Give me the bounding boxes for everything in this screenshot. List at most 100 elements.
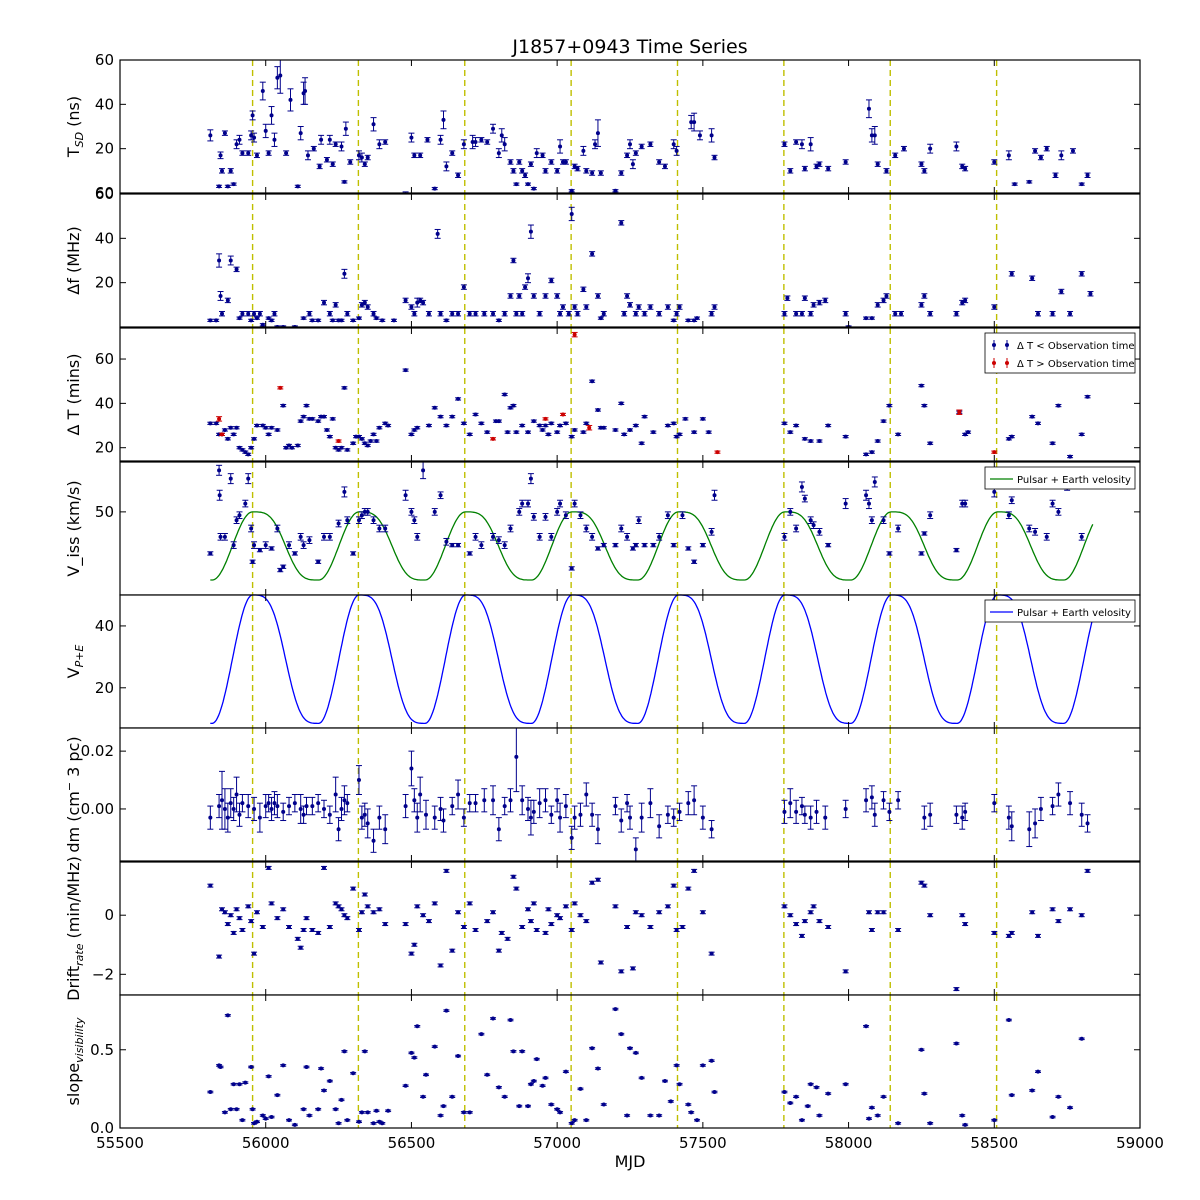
data-point xyxy=(222,1110,227,1115)
data-marker xyxy=(577,913,584,918)
data-point xyxy=(499,930,504,935)
data-point xyxy=(922,1091,927,1096)
data-marker xyxy=(385,1108,392,1113)
data-marker xyxy=(227,473,234,485)
y-tick-label: 40 xyxy=(95,229,114,247)
data-marker xyxy=(434,228,441,239)
data-marker xyxy=(373,1108,380,1113)
data-marker xyxy=(321,865,327,870)
data-marker xyxy=(664,511,671,520)
data-point xyxy=(281,1063,286,1068)
data-marker xyxy=(708,951,715,956)
data-marker xyxy=(1032,148,1039,154)
data-point xyxy=(826,423,831,428)
data-marker xyxy=(449,948,456,953)
data-point xyxy=(324,157,329,162)
data-marker xyxy=(568,825,575,850)
data-marker xyxy=(414,425,421,430)
data-point xyxy=(295,936,300,941)
data-marker xyxy=(297,126,304,141)
data-point xyxy=(1056,509,1061,514)
data-point xyxy=(319,137,324,142)
data-point xyxy=(461,1110,466,1115)
data-point xyxy=(252,543,257,548)
data-point xyxy=(415,904,420,909)
data-marker xyxy=(504,430,511,435)
data-marker xyxy=(656,1113,663,1118)
data-point xyxy=(683,416,688,421)
data-marker xyxy=(813,1085,820,1090)
data-point xyxy=(1044,534,1049,539)
data-point xyxy=(234,792,239,797)
data-point xyxy=(1056,403,1061,408)
data-point xyxy=(281,403,286,408)
data-point xyxy=(881,1094,886,1099)
data-point xyxy=(316,559,321,564)
data-marker xyxy=(530,293,537,299)
data-marker xyxy=(594,814,601,845)
data-marker xyxy=(632,1050,639,1055)
data-point xyxy=(491,534,496,539)
data-point xyxy=(240,151,245,156)
data-marker xyxy=(216,253,223,268)
data-marker xyxy=(921,293,928,299)
data-point xyxy=(438,414,443,419)
data-point xyxy=(628,142,632,147)
data-marker xyxy=(1011,182,1018,187)
data-point xyxy=(467,551,472,556)
data-point xyxy=(639,441,644,446)
data-marker xyxy=(481,310,488,317)
data-point xyxy=(269,1115,274,1120)
data-point xyxy=(292,551,297,556)
y-axis-label-main: V_iss (km/s) xyxy=(64,480,84,576)
data-marker xyxy=(213,421,220,426)
data-point xyxy=(657,311,662,316)
data-marker xyxy=(542,293,549,299)
data-point xyxy=(540,1083,545,1088)
data-marker xyxy=(466,1110,473,1115)
data-marker xyxy=(300,414,307,419)
data-point xyxy=(324,427,329,432)
data-marker xyxy=(918,302,925,308)
data-marker xyxy=(525,499,531,508)
data-marker xyxy=(402,1083,409,1088)
data-point xyxy=(628,302,632,307)
data-point xyxy=(531,901,536,906)
data-marker xyxy=(583,1118,590,1123)
data-point xyxy=(502,142,507,147)
data-point xyxy=(333,302,338,307)
data-marker xyxy=(554,788,561,813)
data-marker xyxy=(437,963,444,968)
data-point xyxy=(992,450,997,455)
data-point xyxy=(246,476,251,481)
data-marker xyxy=(880,791,887,810)
data-marker xyxy=(559,304,566,310)
data-point xyxy=(327,137,332,142)
data-point xyxy=(292,1122,297,1127)
data-marker xyxy=(554,293,561,299)
data-marker xyxy=(533,1057,540,1062)
data-point xyxy=(237,137,242,142)
data-point xyxy=(531,419,536,424)
data-point xyxy=(365,1110,370,1115)
data-point xyxy=(322,534,326,539)
data-marker xyxy=(632,542,639,548)
data-point xyxy=(864,452,869,457)
data-point xyxy=(555,798,560,803)
data-marker xyxy=(376,805,383,830)
data-point xyxy=(808,815,813,820)
data-point xyxy=(362,509,367,514)
data-point xyxy=(234,267,239,272)
data-point xyxy=(310,927,315,932)
data-marker xyxy=(676,304,683,310)
data-marker xyxy=(1084,868,1091,873)
data-marker xyxy=(332,302,339,308)
data-point xyxy=(409,951,414,956)
data-marker xyxy=(886,403,893,408)
data-marker xyxy=(355,150,362,161)
data-point xyxy=(534,1057,539,1062)
data-marker xyxy=(781,141,788,147)
data-point xyxy=(491,436,496,441)
